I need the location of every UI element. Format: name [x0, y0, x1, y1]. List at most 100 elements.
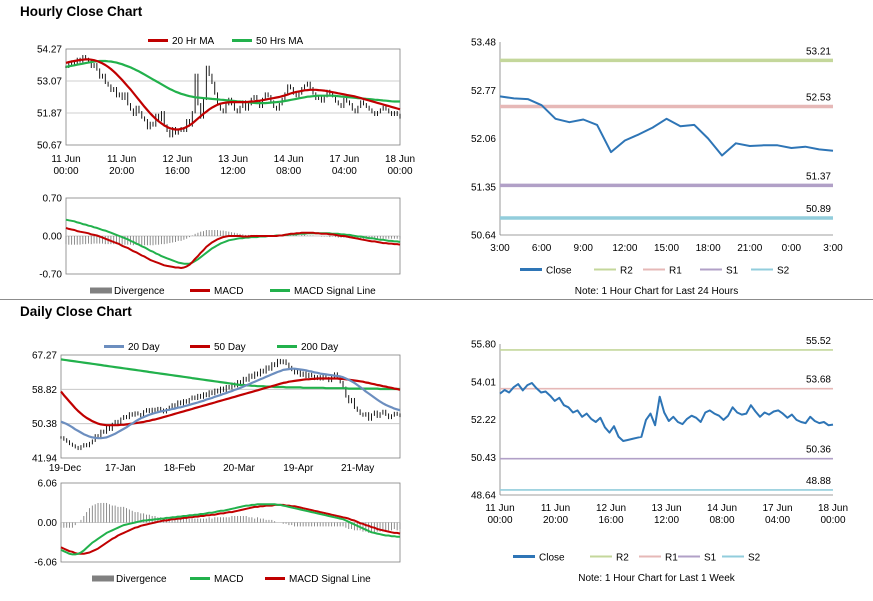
x-tick-label: 18 Jun [818, 503, 848, 514]
x-tick-label: 17 Jun [329, 154, 359, 165]
legend-r1-label: R1 [665, 553, 678, 564]
macd-line [65, 226, 401, 269]
legend-macd-label: MACD [214, 286, 243, 297]
level-s2-label: 48.88 [806, 476, 831, 487]
legend-macd-label: MACD [214, 574, 243, 585]
x-tick-label: 12:00 [654, 515, 679, 526]
x-tick-label: 17 Jun [762, 503, 792, 514]
x-tick-label: 19-Dec [49, 463, 81, 474]
legend-s1-label: S1 [726, 266, 739, 277]
macd-line [60, 503, 400, 556]
hourly-macd-chart: 0.70 0.00 -0.70 Divergence MACD MACD Signal L… [39, 194, 401, 297]
legend-50-day-label: 50 Day [214, 342, 246, 353]
x-tick-label: 21:00 [737, 243, 762, 254]
y-tick-label: 50.38 [32, 419, 57, 430]
x-tick-label: 18:00 [696, 243, 721, 254]
x-tick-label: 18-Feb [164, 463, 196, 474]
legend-divergence-swatch [90, 287, 112, 294]
x-tick-label: 16:00 [165, 166, 190, 177]
legend-divergence-label: Divergence [114, 286, 165, 297]
plot-frame [60, 354, 401, 459]
level-r2-label: 55.52 [806, 336, 831, 347]
x-tick-label: 11 Jun [107, 154, 136, 165]
legend-r2-label: R2 [620, 266, 633, 277]
y-tick-label: 53.48 [471, 38, 496, 49]
x-tick-label: 12 Jun [162, 154, 192, 165]
x-tick-label: 00:00 [820, 515, 845, 526]
level-s1-label: 51.37 [806, 171, 831, 182]
x-tick-label: 12 Jun [596, 503, 626, 514]
chart-note: Note: 1 Hour Chart for Last 1 Week [578, 573, 736, 584]
x-tick-label: 14 Jun [707, 503, 737, 514]
x-tick-label: 14 Jun [274, 154, 304, 165]
y-tick-label: -0.70 [39, 270, 62, 281]
legend-macd-signal-label: MACD Signal Line [289, 574, 371, 585]
daily-close-chart-title: Daily Close Chart [20, 304, 132, 319]
y-tick-label: 50.67 [37, 141, 62, 152]
legend-200-day-label: 200 Day [301, 342, 338, 353]
level-s2-label: 50.89 [806, 204, 831, 215]
ma-20-line [65, 58, 401, 131]
hourly-pivot-chart: 53.48 52.77 52.06 51.35 50.64 53.21 52.53 51.37… [471, 38, 843, 298]
x-tick-label: 16:00 [598, 515, 623, 526]
x-tick-label: 19-Apr [283, 463, 314, 474]
y-tick-label: 54.27 [37, 45, 62, 56]
level-r1-label: 52.53 [806, 93, 831, 104]
x-tick-label: 08:00 [276, 166, 301, 177]
chart-note: Note: 1 Hour Chart for Last 24 Hours [575, 286, 738, 297]
legend-close-label: Close [546, 266, 572, 277]
x-tick-label: 12:00 [612, 243, 637, 254]
y-tick-label: 52.22 [471, 415, 496, 426]
x-tick-label: 08:00 [709, 515, 734, 526]
y-tick-label: 51.35 [471, 182, 496, 193]
y-tick-label: 54.01 [471, 377, 496, 388]
x-tick-label: 04:00 [332, 166, 357, 177]
legend-s2-label: S2 [748, 553, 761, 564]
x-tick-label: 6:00 [532, 243, 552, 254]
legend-20-day-label: 20 Day [128, 342, 160, 353]
x-tick-label: 11 Jun [541, 503, 570, 514]
x-tick-label: 0:00 [782, 243, 802, 254]
macd-signal-line [65, 218, 401, 265]
y-tick-label: 6.06 [38, 479, 58, 490]
x-tick-label: 11 Jun [485, 503, 514, 514]
legend-20hr-ma-label: 20 Hr MA [172, 36, 215, 47]
ma-20-day-line [60, 367, 401, 440]
level-s1-label: 50.36 [806, 445, 831, 456]
daily-pivot-chart: 55.80 54.01 52.22 50.43 48.64 55.52 53.68 50.36… [471, 336, 848, 584]
daily-macd-chart: 6.06 0.00 -6.06 Divergence MACD MACD Signal L… [34, 479, 401, 585]
y-tick-label: 53.07 [37, 77, 62, 88]
y-tick-label: 52.77 [471, 86, 496, 97]
close-line [499, 95, 834, 157]
legend-close-label: Close [539, 553, 565, 564]
level-r1-label: 53.68 [806, 375, 831, 386]
y-tick-label: 58.82 [32, 385, 57, 396]
y-tick-label: 0.70 [43, 194, 63, 205]
close-line [499, 382, 834, 442]
x-tick-label: 15:00 [654, 243, 679, 254]
legend-s2-label: S2 [777, 266, 790, 277]
x-tick-label: 3:00 [823, 243, 843, 254]
x-tick-label: 20-Mar [223, 463, 255, 474]
x-tick-label: 21-May [341, 463, 374, 474]
y-tick-label: 50.64 [471, 231, 496, 242]
y-tick-label: 52.06 [471, 134, 496, 145]
x-tick-label: 3:00 [490, 243, 510, 254]
y-tick-label: -6.06 [34, 558, 57, 569]
y-tick-label: 50.43 [471, 453, 496, 464]
y-tick-label: 55.80 [471, 340, 496, 351]
x-tick-label: 00:00 [487, 515, 512, 526]
x-tick-label: 12:00 [220, 166, 245, 177]
y-tick-label: 67.27 [32, 351, 57, 362]
x-tick-label: 04:00 [765, 515, 790, 526]
legend-r2-label: R2 [616, 553, 629, 564]
y-tick-label: 41.94 [32, 454, 57, 465]
x-tick-label: 18 Jun [385, 154, 415, 165]
x-tick-label: 20:00 [543, 515, 568, 526]
legend-divergence-label: Divergence [116, 574, 167, 585]
x-tick-label: 20:00 [109, 166, 134, 177]
x-tick-label: 13 Jun [218, 154, 248, 165]
